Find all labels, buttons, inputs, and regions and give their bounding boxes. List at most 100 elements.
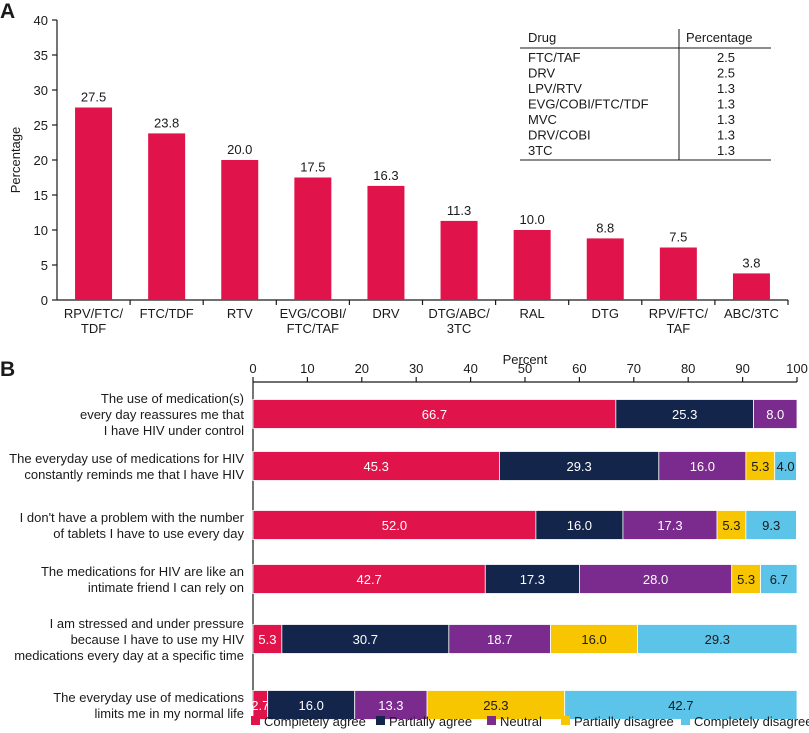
statement-label: The everyday use of medications bbox=[53, 690, 244, 705]
bar bbox=[75, 107, 113, 300]
legend-label: Partially agree bbox=[389, 714, 472, 729]
bar bbox=[221, 160, 259, 300]
statement-label: because I have to use my HIV bbox=[71, 632, 245, 647]
category-label: DTG/ABC/ bbox=[428, 306, 490, 321]
segment-value-label: 2.7 bbox=[251, 698, 269, 713]
bar bbox=[586, 238, 624, 300]
stacked-segment bbox=[535, 510, 624, 540]
segment-value-label: 6.7 bbox=[770, 572, 788, 587]
segment-value-label: 52.0 bbox=[382, 518, 407, 533]
statement-label: limits me in my normal life bbox=[94, 706, 244, 721]
table-header-percentage: Percentage bbox=[686, 30, 753, 45]
x-tick-label: 10 bbox=[300, 361, 314, 376]
x-tick-label: 40 bbox=[463, 361, 477, 376]
legend-label: Completely agree bbox=[264, 714, 366, 729]
table-drug-cell: LPV/RTV bbox=[528, 81, 582, 96]
table-percentage-cell: 2.5 bbox=[717, 66, 735, 81]
segment-value-label: 45.3 bbox=[364, 459, 389, 474]
segment-value-label: 9.3 bbox=[762, 518, 780, 533]
panel-b-x-ticks: 0 10 20 30 40 50 60 70 80 90 100 bbox=[249, 361, 808, 382]
table-percentage-cell: 1.3 bbox=[717, 81, 735, 96]
y-tick-label: 15 bbox=[34, 188, 48, 203]
statement-label: The use of medication(s) bbox=[101, 391, 244, 406]
segment-value-label: 42.7 bbox=[356, 572, 381, 587]
x-tick-label: 90 bbox=[735, 361, 749, 376]
bar-value-label: 17.5 bbox=[300, 160, 325, 175]
panel-a-label: A bbox=[0, 0, 15, 23]
table-percentage-cell: 1.3 bbox=[717, 143, 735, 158]
category-label: RPV/FTC/ bbox=[64, 306, 124, 321]
segment-value-label: 29.3 bbox=[705, 632, 730, 647]
stacked-segment bbox=[281, 624, 450, 654]
x-tick-label: 30 bbox=[409, 361, 423, 376]
statement-label: of tablets I have to use every day bbox=[53, 526, 244, 541]
segment-value-label: 16.0 bbox=[567, 518, 592, 533]
bar bbox=[513, 230, 551, 300]
bar-value-label: 27.5 bbox=[81, 90, 106, 105]
segment-value-label: 30.7 bbox=[353, 632, 378, 647]
stacked-segment bbox=[774, 451, 797, 481]
bar bbox=[294, 177, 332, 300]
x-tick-label: 100 bbox=[786, 361, 808, 376]
category-label: ABC/3TC bbox=[724, 306, 779, 321]
y-tick-label: 40 bbox=[34, 13, 48, 28]
x-tick-label: 80 bbox=[681, 361, 695, 376]
statement-label: The medications for HIV are like an bbox=[41, 564, 244, 579]
statement-label: intimate friend I can rely on bbox=[88, 580, 244, 595]
table-header-drug: Drug bbox=[528, 30, 556, 45]
segment-value-label: 18.7 bbox=[487, 632, 512, 647]
legend-swatch bbox=[251, 716, 260, 725]
category-label: RAL bbox=[520, 306, 545, 321]
stacked-segment bbox=[760, 564, 798, 594]
panel-a-y-ticks: 0 5 10 15 20 25 30 35 40 bbox=[34, 13, 57, 308]
bar-value-label: 20.0 bbox=[227, 142, 252, 157]
table-percentage-cell: 2.5 bbox=[717, 50, 735, 65]
statement-label: I have HIV under control bbox=[104, 423, 244, 438]
bar-value-label: 10.0 bbox=[519, 212, 544, 227]
table-percentage-cell: 1.3 bbox=[717, 128, 735, 143]
statement-label: every day reassures me that bbox=[80, 407, 244, 422]
segment-value-label: 29.3 bbox=[566, 459, 591, 474]
segment-value-label: 25.3 bbox=[672, 407, 697, 422]
y-tick-label: 30 bbox=[34, 83, 48, 98]
table-percentage-cell: 1.3 bbox=[717, 112, 735, 127]
bar-value-label: 16.3 bbox=[373, 168, 398, 183]
statement-label: constantly reminds me that I have HIV bbox=[24, 467, 244, 482]
bar bbox=[148, 133, 186, 300]
stacked-segment bbox=[579, 564, 733, 594]
category-label: DRV bbox=[372, 306, 400, 321]
y-tick-label: 10 bbox=[34, 223, 48, 238]
segment-value-label: 5.3 bbox=[737, 572, 755, 587]
category-label: DTG bbox=[592, 306, 619, 321]
x-tick-label: 50 bbox=[518, 361, 532, 376]
table-drug-cell: FTC/TAF bbox=[528, 50, 581, 65]
statement-label: I don't have a problem with the number bbox=[20, 510, 245, 525]
panel-b-bars: The use of medication(s)every day reassu… bbox=[9, 391, 798, 721]
stacked-segment bbox=[252, 510, 537, 540]
bar bbox=[440, 220, 478, 300]
table-drug-cell: MVC bbox=[528, 112, 557, 127]
legend-label: Completely disagree bbox=[694, 714, 809, 729]
table-drug-cell: 3TC bbox=[528, 143, 553, 158]
category-label: FTC/TAF bbox=[287, 321, 340, 336]
segment-value-label: 16.0 bbox=[299, 698, 324, 713]
stacked-segment bbox=[637, 624, 798, 654]
stacked-segment bbox=[484, 564, 580, 594]
segment-value-label: 17.3 bbox=[520, 572, 545, 587]
y-tick-label: 25 bbox=[34, 118, 48, 133]
segment-value-label: 5.3 bbox=[722, 518, 740, 533]
category-label: TAF bbox=[667, 321, 691, 336]
legend-label: Neutral bbox=[500, 714, 542, 729]
stacked-segment bbox=[550, 624, 639, 654]
segment-value-label: 5.3 bbox=[258, 632, 276, 647]
segment-value-label: 16.0 bbox=[581, 632, 606, 647]
stacked-segment bbox=[622, 510, 718, 540]
y-tick-label: 0 bbox=[41, 293, 48, 308]
segment-value-label: 28.0 bbox=[643, 572, 668, 587]
legend-swatch bbox=[681, 716, 690, 725]
statement-label: medications every day at a specific time bbox=[14, 648, 244, 663]
panel-a-bars: 27.5 RPV/FTC/TDF 23.8 FTC/TDF 20.0 RTV 17.5 EVG… bbox=[64, 90, 789, 336]
stacked-segment bbox=[252, 624, 283, 654]
panel-a-inset-table: Drug Percentage FTC/TAF 2.5 DRV 2.5 LPV/RTV 1… bbox=[520, 29, 771, 161]
